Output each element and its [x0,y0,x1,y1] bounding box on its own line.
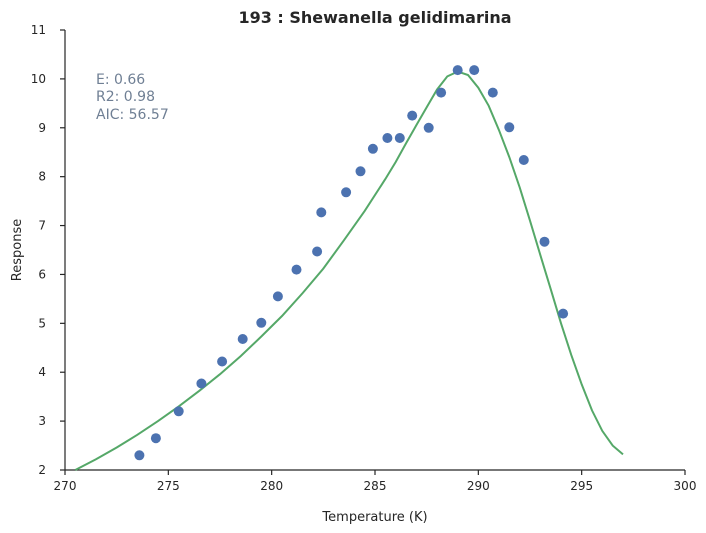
x-tick-label: 280 [260,479,283,493]
data-point [196,378,207,389]
data-point [469,65,480,76]
annotation-e: E: 0.66 [96,72,145,88]
fit-statistics: E: 0.66 R2: 0.98 AIC: 56.57 [96,72,169,123]
data-point [150,433,161,444]
data-point [272,291,283,302]
annotation-r2: R2: 0.98 [96,89,155,105]
y-tick-label: 9 [38,121,46,135]
data-point [423,122,434,133]
fit-curve [74,70,624,471]
data-point [518,155,529,165]
data-point [312,246,323,257]
data-point [173,406,184,417]
x-tick-label: 290 [467,479,490,493]
data-point [316,207,327,218]
annotation-aic: AIC: 56.57 [96,107,169,123]
data-point [217,356,228,367]
data-point [407,110,418,121]
y-tick-label: 3 [38,414,46,428]
data-point [134,450,145,461]
x-tick-label: 270 [54,479,77,493]
data-point [367,143,378,154]
chart-title: 193 : Shewanella gelidimarina [238,8,511,27]
data-point [394,133,405,143]
y-tick-label: 5 [38,316,46,330]
y-axis-label: Response [10,219,25,281]
x-tick-label: 275 [157,479,180,493]
data-point [355,166,366,177]
x-axis-label: Temperature (K) [321,510,427,525]
data-point [539,236,550,247]
y-tick-label: 7 [38,219,46,233]
y-ticks: 2 3 4 5 6 7 8 9 10 11 [31,23,65,477]
x-tick-label: 295 [570,479,593,493]
y-tick-label: 8 [38,170,46,184]
data-point [504,122,515,133]
data-point [291,264,302,275]
data-point [452,65,463,76]
data-point [558,308,569,319]
y-tick-label: 2 [38,463,46,477]
axes [64,30,685,471]
y-tick-label: 4 [38,365,46,379]
x-tick-label: 300 [674,479,697,493]
x-tick-label: 285 [364,479,387,493]
y-tick-label: 6 [38,267,46,281]
data-points [134,65,569,461]
data-point [256,317,267,328]
data-point [382,133,393,143]
y-tick-label: 10 [31,72,46,86]
x-ticks: 270 275 280 285 290 295 300 [54,470,697,493]
data-point [237,334,248,344]
y-tick-label: 11 [31,23,46,37]
data-point [341,187,352,198]
data-point [487,87,498,98]
data-point [436,87,447,98]
